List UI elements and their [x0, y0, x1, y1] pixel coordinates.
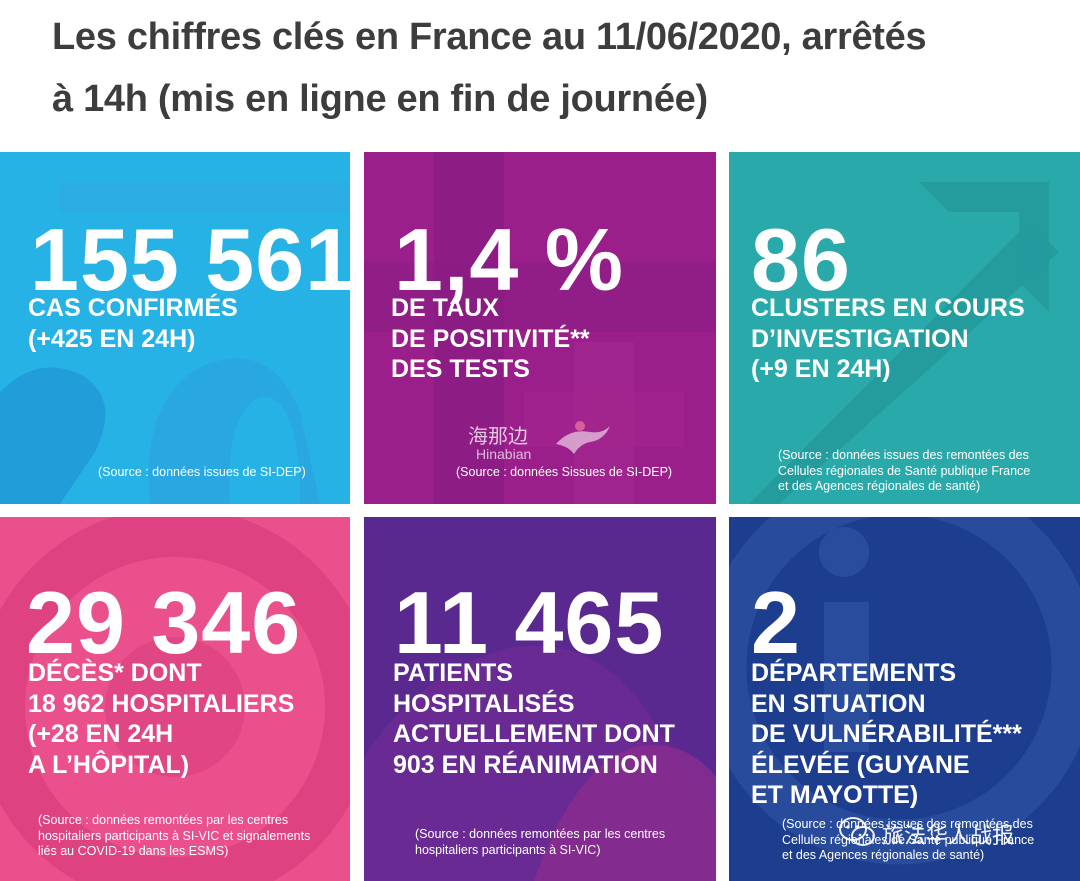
positivity-rate-value: 1,4 % — [394, 210, 625, 309]
label-line: DE VULNÉRABILITÉ*** — [751, 720, 1022, 748]
label-line: (+9 EN 24H) — [751, 355, 891, 383]
label-line: DE POSITIVITÉ** — [391, 324, 590, 353]
page-title: Les chiffres clés en France au 11/06/202… — [52, 6, 1052, 130]
decorative-shapes — [0, 182, 350, 504]
deaths-label: DÉCÈS* DONT 18 962 HOSPITALIERS (+28 EN … — [28, 658, 294, 780]
wechat-watermark: 旅法华人战报 — [838, 816, 1068, 849]
label-line: A L’HÔPITAL) — [28, 750, 190, 779]
source-line: Cellules régionales de Santé publique Fr… — [778, 463, 1031, 478]
source-line: (Source : données remontées par les cent… — [38, 813, 289, 827]
source-line: Cellules régionales de Santé publique Fr… — [782, 832, 1035, 847]
hinabian-watermark: 海那边 Hinabian — [468, 418, 618, 468]
label-line: DÉPARTEMENTS — [751, 659, 957, 687]
positivity-rate-label: DE TAUX DE POSITIVITÉ** DES TESTS — [391, 293, 590, 385]
clusters-value: 86 — [751, 210, 851, 309]
watermark-en: Hinabian — [476, 446, 532, 462]
source-line: et des Agences régionales de santé) — [782, 848, 985, 862]
watermark-zh: 海那边 — [468, 424, 528, 448]
source-line: (Source : données remontées par les cent… — [415, 827, 666, 841]
source-line: (Source : données Sissues de SI-DEP) — [456, 465, 673, 479]
vulnerable-departments-value: 2 — [751, 573, 801, 672]
tile-deaths: 29 346 DÉCÈS* DONT 18 962 HOSPITALIERS (… — [0, 517, 350, 881]
label-line: ACTUELLEMENT DONT — [393, 720, 675, 748]
label-line: CLUSTERS EN COURS — [751, 294, 1025, 322]
decorative-shapes — [749, 182, 1059, 504]
tile-clusters: 86 CLUSTERS EN COURS D’INVESTIGATION (+9… — [729, 152, 1080, 504]
label-line: (+28 EN 24H — [28, 720, 174, 748]
label-line: CAS CONFIRMÉS — [28, 294, 238, 322]
label-line: 18 962 HOSPITALIERS — [28, 689, 295, 718]
label-line: DE TAUX — [391, 294, 499, 322]
watermark-wechat-text: 旅法华人战报 — [882, 824, 1015, 849]
hospitalized-source: (Source : données remontées par les cent… — [415, 827, 665, 858]
tile-confirmed-cases: 155 561 CAS CONFIRMÉS (+425 EN 24H) (Sou… — [0, 152, 350, 504]
vulnerable-departments-label: DÉPARTEMENTS EN SITUATION DE VULNÉRABILI… — [751, 658, 1022, 811]
label-line: (+425 EN 24H) — [28, 324, 196, 353]
tile-hospitalized: 11 465 PATIENTS HOSPITALISÉS ACTUELLEMEN… — [364, 517, 716, 881]
wechat-icon — [839, 817, 875, 846]
hospitalized-value: 11 465 — [394, 573, 665, 672]
deaths-value: 29 346 — [26, 573, 302, 672]
confirmed-cases-value: 155 561 — [30, 210, 350, 309]
decorative-shapes — [729, 517, 1080, 865]
label-line: 903 EN RÉANIMATION — [393, 750, 658, 779]
label-line: ET MAYOTTE) — [751, 781, 919, 809]
decorative-shapes — [364, 645, 716, 881]
positivity-rate-source: (Source : données Sissues de SI-DEP) — [456, 465, 672, 481]
source-line: hospitaliers participants à SI-VIC et si… — [38, 828, 311, 843]
tile-positivity-rate: 1,4 % DE TAUX DE POSITIVITÉ** DES TESTS … — [364, 152, 716, 504]
source-line: (Source : données issues de SI-DEP) — [98, 465, 306, 479]
label-line: D’INVESTIGATION — [751, 324, 969, 353]
clusters-source: (Source : données issues des remontées d… — [778, 448, 1030, 495]
title-line-1: Les chiffres clés en France au 11/06/202… — [52, 16, 927, 58]
hospitalized-label: PATIENTS HOSPITALISÉS ACTUELLEMENT DONT … — [393, 658, 675, 780]
source-line: (Source : données issues des remontées d… — [778, 448, 1029, 462]
confirmed-cases-source: (Source : données issues de SI-DEP) — [98, 465, 306, 481]
label-line: DÉCÈS* DONT — [28, 659, 202, 687]
clusters-label: CLUSTERS EN COURS D’INVESTIGATION (+9 EN… — [751, 293, 1025, 385]
tile-vulnerable-departments: 2 DÉPARTEMENTS EN SITUATION DE VULNÉRABI… — [729, 517, 1080, 881]
confirmed-cases-label: CAS CONFIRMÉS (+425 EN 24H) — [28, 293, 238, 354]
label-line: PATIENTS — [393, 659, 513, 687]
deaths-source: (Source : données remontées par les cent… — [38, 813, 310, 860]
decorative-shapes — [0, 517, 350, 881]
label-line: HOSPITALISÉS — [393, 689, 575, 718]
label-line: DES TESTS — [391, 355, 530, 383]
source-line: hospitaliers participants à SI-VIC) — [415, 842, 601, 857]
label-line: ÉLEVÉE (GUYANE — [751, 750, 970, 779]
hinabian-logo-icon — [556, 421, 610, 454]
decorative-shapes — [364, 152, 716, 504]
source-line: et des Agences régionales de santé) — [778, 479, 981, 493]
title-line-2: à 14h (mis en ligne en fin de journée) — [52, 78, 708, 120]
source-line: liés au COVID-19 dans les ESMS) — [38, 844, 229, 858]
label-line: EN SITUATION — [751, 689, 926, 718]
